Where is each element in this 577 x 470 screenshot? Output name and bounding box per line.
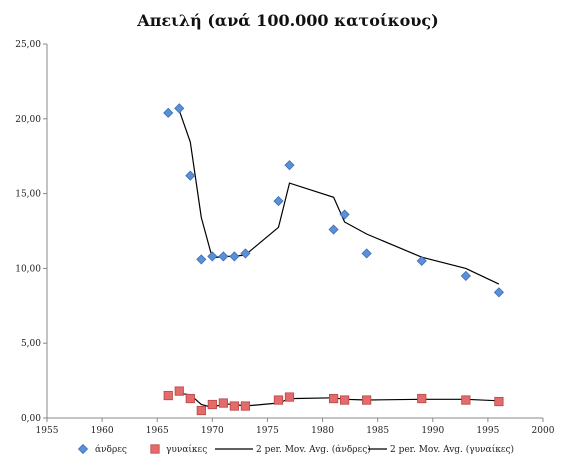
trendlines (178, 110, 500, 409)
y-tick-label: 10,00 (15, 264, 41, 274)
data-point-gynaikes (196, 405, 206, 416)
data-point-andres (240, 248, 251, 259)
data-point-gynaikes (494, 396, 504, 407)
data-point-gynaikes (461, 395, 471, 405)
axes: 1955 1960 1965 1970 1975 1980 1985 1990 1995 2000… (15, 40, 554, 436)
data-point-andres (163, 107, 174, 118)
data-point-andres (229, 251, 240, 262)
x-tick-label: 1985 (366, 426, 389, 436)
legend-label: άνδρες (95, 444, 127, 455)
data-point-gynaikes (229, 401, 239, 411)
chart-title: Απειλή (ανά 100.000 κατοίκους) (136, 11, 438, 30)
x-tick-label: 1965 (146, 426, 169, 436)
x-tick-label: 1995 (476, 426, 499, 436)
data-point-andres (174, 103, 185, 114)
data-point-andres (273, 196, 284, 207)
data-point-andres (361, 248, 372, 259)
legend-square-swatch (150, 444, 160, 454)
data-point-gynaikes (174, 386, 184, 396)
data-point-gynaikes (240, 401, 250, 411)
y-tick-label: 20,00 (15, 115, 41, 125)
legend-label: 2 per. Mov. Avg. (γυναίκες) (390, 444, 514, 455)
data-point-andres (493, 287, 504, 298)
trendline-2 (178, 110, 500, 285)
data-point-gynaikes (284, 392, 295, 402)
data-point-gynaikes (185, 393, 195, 404)
x-tick-label: 1960 (91, 426, 114, 436)
x-tick-label: 1970 (201, 426, 224, 436)
data-point-gynaikes (273, 395, 284, 405)
data-point-gynaikes (417, 393, 427, 404)
data-point-gynaikes (207, 399, 217, 410)
data-point-gynaikes (339, 395, 350, 405)
legend-diamond-swatch (77, 443, 89, 455)
x-tick-label: 1975 (256, 426, 279, 436)
y-tick-label: 15,00 (15, 190, 41, 200)
data-point-andres (460, 270, 471, 281)
legend-label: γυναίκες (166, 444, 207, 455)
data-point-gynaikes (163, 390, 173, 401)
data-point-andres (218, 251, 229, 262)
x-tick-label: 1980 (311, 426, 334, 436)
x-tick-label: 1990 (421, 426, 444, 436)
data-point-andres (328, 224, 339, 235)
y-tick-label: 5,00 (21, 339, 41, 349)
legend-label: 2 per. Mov. Avg. (άνδρες) (256, 444, 371, 455)
legend: άνδρες γυναίκες 2 per. Mov. Avg. (άνδρες) 2… (77, 443, 514, 455)
data-point-gynaikes (362, 395, 372, 405)
y-tick-label: 25,00 (15, 40, 41, 50)
data-point-andres (207, 251, 218, 262)
data-point-andres (416, 255, 427, 266)
data-markers (163, 103, 504, 416)
x-tick-label: 2000 (532, 426, 555, 436)
data-point-andres (339, 209, 350, 220)
data-point-gynaikes (328, 393, 339, 404)
y-tick-label: 0,00 (21, 414, 41, 424)
data-point-gynaikes (218, 398, 228, 408)
data-point-andres (284, 160, 295, 171)
data-point-andres (185, 170, 196, 181)
data-point-andres (196, 254, 207, 265)
x-tick-label: 1955 (36, 426, 59, 436)
